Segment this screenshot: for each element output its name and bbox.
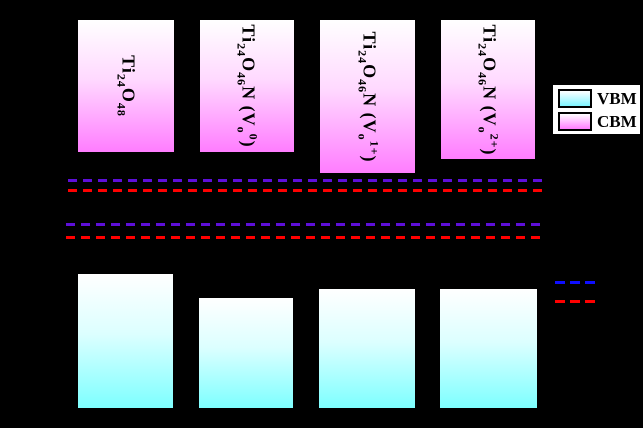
column-label: Ti24O46N (Vo0) <box>234 24 261 148</box>
legend-swatch-cbm <box>558 112 592 131</box>
vbm-box-ti24o48 <box>78 274 173 408</box>
reference-line-violet-upper <box>68 179 547 182</box>
reference-line-red-lower <box>66 236 546 239</box>
mini-legend-red-dash <box>555 300 595 303</box>
reference-line-violet-lower <box>66 223 546 226</box>
cbm-box-ti24o46n-v2plus: Ti24O46N (Vo2+) <box>441 20 535 159</box>
legend: VBM CBM <box>551 83 642 136</box>
cbm-box-ti24o48: Ti24O48 <box>78 20 174 152</box>
cbm-box-ti24o46n-v1plus: Ti24O46N (Vo1+) <box>320 20 415 173</box>
mini-legend-blue-dash <box>555 281 595 284</box>
vbm-box-ti24o46n-v0 <box>199 298 293 408</box>
vbm-box-ti24o46n-v2plus <box>440 289 537 408</box>
column-label: Ti24O48 <box>114 55 139 117</box>
legend-label-vbm: VBM <box>597 89 637 108</box>
legend-swatch-vbm <box>558 89 592 108</box>
column-label: Ti24O46N (Vo2+) <box>475 23 502 156</box>
vbm-box-ti24o46n-v1plus <box>319 289 415 408</box>
cbm-box-ti24o46n-v0: Ti24O46N (Vo0) <box>200 20 294 152</box>
column-label: Ti24O46N (Vo1+) <box>355 30 381 163</box>
reference-line-red-upper <box>68 189 547 192</box>
legend-label-cbm: CBM <box>597 112 637 131</box>
